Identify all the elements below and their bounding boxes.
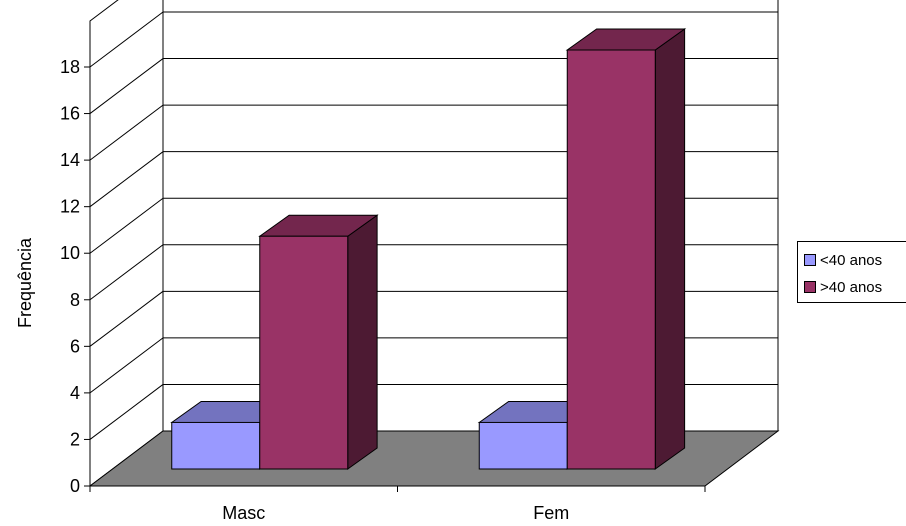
x-category-labels: Masc Fem (222, 503, 569, 523)
bar-fem-1 (565, 28, 687, 470)
gridline-side-6 (89, 290, 164, 347)
legend-label-over-40: >40 anos (820, 278, 883, 296)
legend-swatch-over-40 (804, 281, 816, 293)
gridline-side-12 (89, 151, 164, 208)
bar-masc-1-front (259, 235, 349, 470)
gridline-side-18 (89, 11, 164, 68)
bar-masc-1-side (347, 214, 378, 470)
y-tick-label-0: 0 (70, 476, 80, 496)
y-tick-label-10: 10 (60, 243, 80, 263)
x-category-label-masc: Masc (222, 503, 265, 523)
legend-label-under-40: <40 anos (820, 251, 883, 269)
gridline-side-16 (89, 58, 164, 114)
legend: <40 anos >40 anos (797, 241, 906, 303)
legend-item-under-40: <40 anos (804, 250, 882, 270)
x-category-label-fem: Fem (533, 503, 569, 523)
gridline-side-2 (89, 384, 164, 440)
legend-item-over-40: >40 anos (804, 277, 882, 297)
y-axis-title: Frequência (15, 237, 35, 328)
legend-swatch-under-40 (804, 254, 816, 266)
y-tick-labels: 0 2 4 6 8 10 12 14 16 18 (60, 57, 90, 496)
gridline-side-4 (89, 337, 164, 394)
bar-masc-0-front (171, 421, 261, 470)
y-tick-label-4: 4 (70, 383, 80, 403)
bar-fem-1-front (566, 49, 656, 470)
bar-fem-1-side (654, 28, 686, 470)
y-tick-label-14: 14 (60, 150, 80, 170)
bar-masc-1 (258, 214, 379, 470)
y-tick-label-18: 18 (60, 57, 80, 77)
y-tick-label-8: 8 (70, 290, 80, 310)
left-wall (89, 0, 164, 488)
gridline-side-8 (89, 244, 164, 301)
y-tick-label-16: 16 (60, 104, 80, 124)
bar-fem-0-front (478, 421, 568, 470)
gridline-side-14 (89, 104, 164, 161)
y-tick-label-2: 2 (70, 429, 80, 449)
bars (170, 28, 687, 470)
gridline-side-10 (89, 197, 164, 254)
y-tick-label-12: 12 (60, 197, 80, 217)
back-wall (162, 0, 779, 432)
y-tick-label-6: 6 (70, 336, 80, 356)
